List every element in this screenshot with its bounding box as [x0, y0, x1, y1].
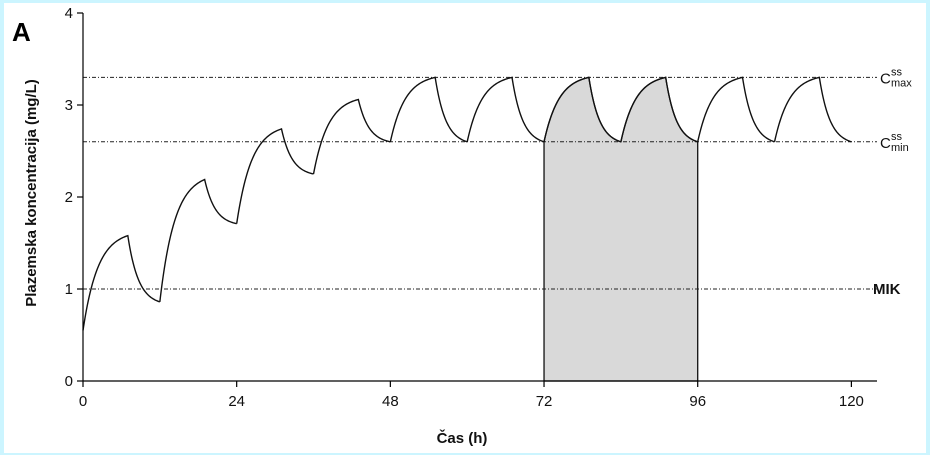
x-tick-label-24: 24	[228, 393, 245, 410]
shaded-auc-region	[543, 76, 699, 382]
curve-segment-9	[697, 76, 775, 143]
curve-segment-4	[312, 98, 391, 175]
curve-segment-8	[620, 76, 698, 143]
ref-label-sub-cmin: min	[891, 142, 909, 154]
ref-label-mik: MIK	[873, 281, 901, 298]
y-tick-label-0: 0	[65, 373, 73, 390]
curve-segment-2	[159, 178, 237, 302]
curve-segment-6	[466, 76, 545, 143]
x-tick-label-72: 72	[536, 393, 553, 410]
axes-group: 0 1 2 3 4 0 24 48 72 96 120	[65, 5, 877, 410]
y-tick-label-4: 4	[65, 5, 73, 22]
x-tick-label-0: 0	[79, 393, 87, 410]
ref-label-cmax: C	[880, 70, 891, 87]
curve-segment-7	[543, 76, 622, 143]
x-axis-title: Čas (h)	[437, 429, 488, 447]
ref-label-cmin: C	[880, 135, 891, 152]
ref-label-sub-cmax: max	[891, 77, 912, 89]
shaded-area-group	[543, 76, 699, 382]
panel-label: A	[12, 17, 31, 47]
x-tick-label-48: 48	[382, 393, 399, 410]
y-tick-label-3: 3	[65, 97, 73, 114]
y-tick-label-1: 1	[65, 281, 73, 298]
x-tick-label-96: 96	[689, 393, 706, 410]
y-axis-title: Plazemska koncentracija (mg/L)	[23, 79, 40, 307]
curve-group	[82, 76, 852, 331]
curve-segment-5	[389, 76, 468, 143]
x-tick-label-120: 120	[839, 393, 864, 410]
y-tick-label-2: 2	[65, 189, 73, 206]
curve-segment-3	[235, 128, 314, 224]
curve-segment-1	[82, 234, 161, 331]
curve-segment-10	[773, 76, 852, 143]
ref-label-sup-cmax: ss	[891, 66, 903, 78]
ref-label-sup-cmin: ss	[891, 131, 903, 143]
